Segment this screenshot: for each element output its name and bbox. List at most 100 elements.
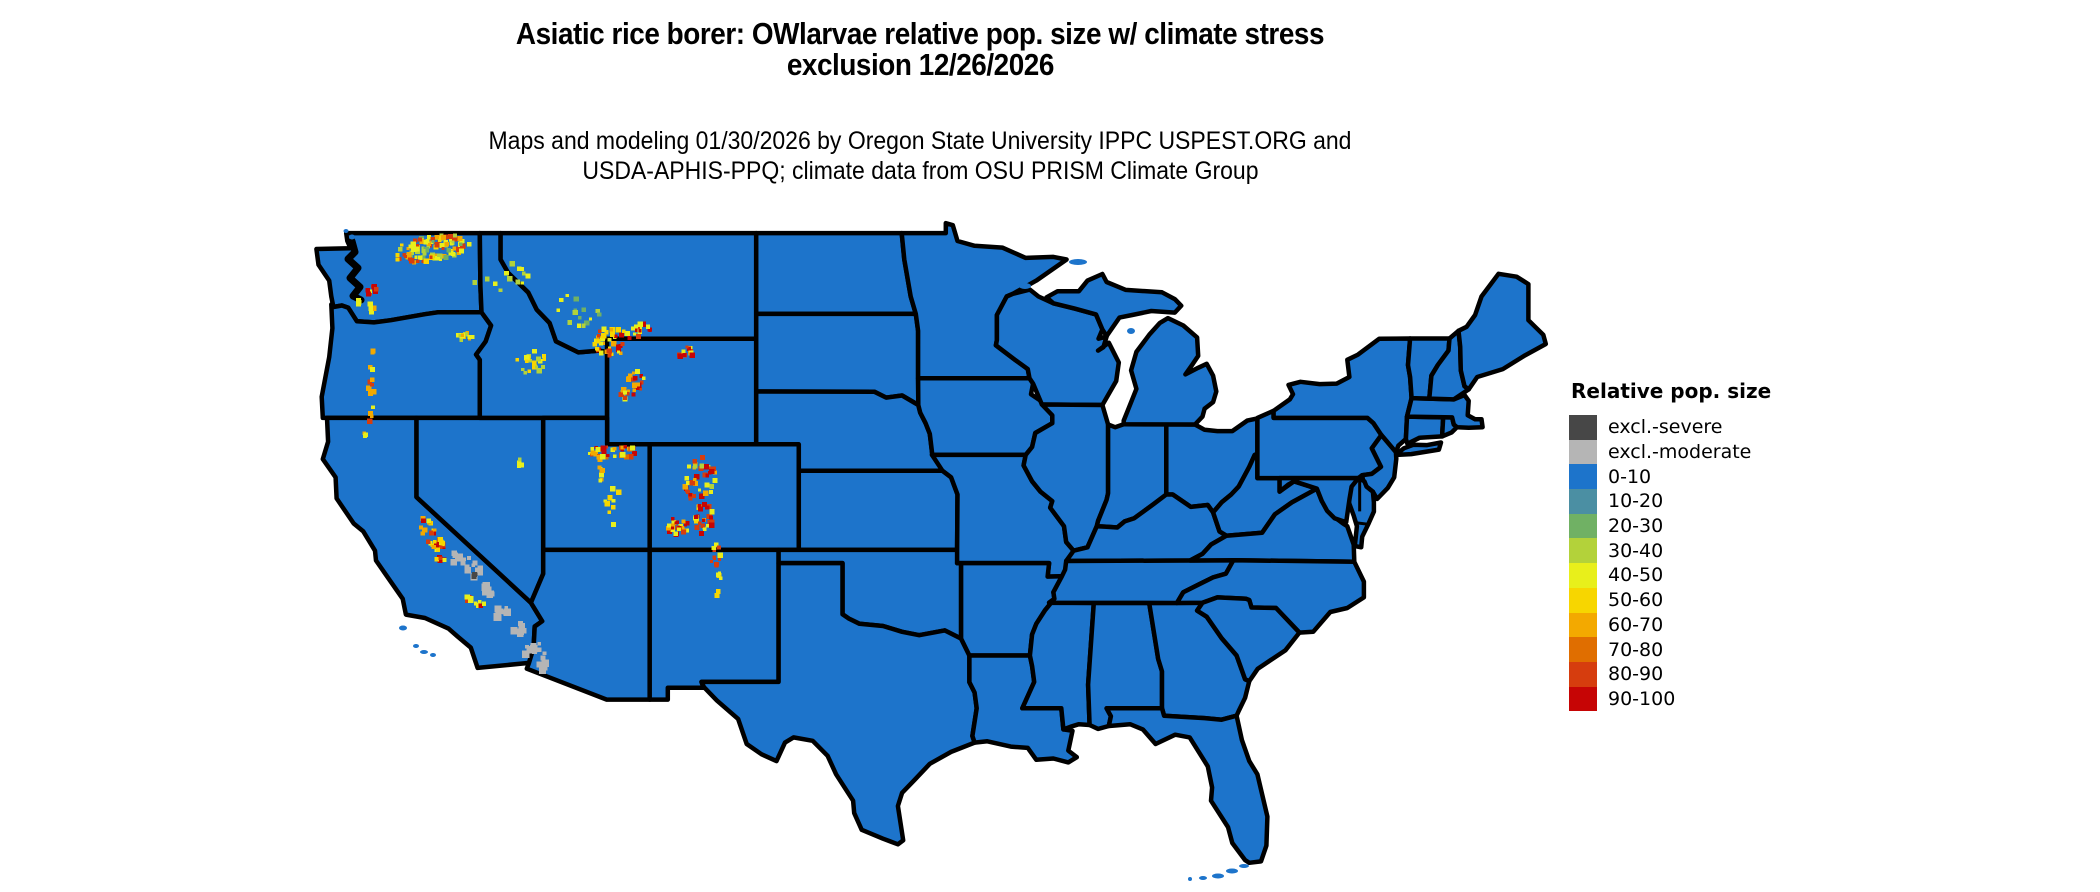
legend-swatch — [1569, 513, 1597, 539]
hotspot-sangre-de-cristo — [709, 542, 724, 568]
hotspot-san-gabriel — [464, 594, 474, 603]
legend-label: 40-50 — [1608, 564, 1664, 587]
map-subtitle-line2: USDA-APHIS-PPQ; climate data from OSU PR… — [581, 157, 1259, 185]
map-subtitle: Maps and modeling 01/30/2026 by Oregon S… — [0, 126, 1840, 186]
legend-item-excl-moderate: excl.-moderate — [1569, 439, 1771, 465]
legend: Relative pop. size excl.-severe excl.-mod… — [1569, 379, 1772, 712]
legend-label: excl.-moderate — [1608, 441, 1752, 464]
state-sc — [1194, 595, 1302, 684]
channel-island-4 — [430, 653, 436, 657]
hotspot-death-valley-excl — [450, 550, 463, 566]
legend-rows: excl.-severe excl.-moderate 0-10 10-20 20-30… — [1569, 415, 1771, 712]
legend-swatch — [1569, 538, 1597, 564]
legend-label: 70-80 — [1608, 638, 1664, 661]
state-pa — [1255, 408, 1384, 481]
internal-borders — [1355, 478, 1369, 526]
san-juan-islands-2 — [343, 229, 349, 233]
state-me — [1456, 271, 1549, 392]
state-nj — [1359, 432, 1399, 502]
hotspot-north-cascades-wa — [395, 233, 472, 265]
florida-keys-1 — [1239, 864, 1249, 868]
map-title-line1: Asiatic rice borer: OWlarvae relative po… — [515, 16, 1325, 51]
hotspot-san-juan-co — [665, 517, 690, 537]
hotspot-yellowstone — [592, 327, 632, 358]
hotspot-yuma-az-excl — [521, 642, 547, 661]
channel-island-3 — [420, 650, 428, 654]
state-az — [524, 547, 652, 702]
legend-label: excl.-severe — [1608, 416, 1723, 439]
legend-item-60-70: 60-70 — [1569, 612, 1771, 638]
state-tx — [699, 560, 979, 847]
hotspot-uinta — [588, 445, 637, 460]
channel-island-1 — [399, 625, 407, 631]
legend-label: 20-30 — [1608, 515, 1664, 538]
legend-swatch — [1569, 686, 1597, 712]
legend-swatch — [1569, 464, 1597, 490]
legend-swatch — [1569, 637, 1597, 662]
legend-swatch — [1569, 439, 1597, 465]
hotspot-oregon-cascades — [365, 348, 377, 424]
hotspot-wallowa-or — [455, 331, 475, 342]
state-nd — [753, 230, 919, 317]
legend-item-0-10: 0-10 — [1569, 464, 1771, 490]
hotspot-south-utah — [603, 486, 622, 527]
map-subtitle-line1: Maps and modeling 01/30/2026 by Oregon S… — [488, 127, 1352, 155]
state-or — [319, 302, 494, 421]
hotspot-mt-rainier — [365, 283, 379, 297]
state-md — [1277, 475, 1361, 525]
legend-item-80-90: 80-90 — [1569, 661, 1771, 687]
legend-swatch — [1569, 661, 1597, 687]
legend-label: 0-10 — [1608, 465, 1652, 488]
san-juan-islands-1 — [349, 234, 355, 240]
hotspot-mt-shasta — [362, 431, 369, 438]
hotspot-sw-az-excl — [536, 659, 549, 674]
map-title-line2: exclusion 12/26/2026 — [786, 47, 1054, 82]
hotspot-western-montana — [556, 293, 607, 332]
florida-keys-4 — [1199, 876, 1207, 880]
apostle-islands — [1019, 283, 1031, 289]
puget-sound-coastline — [344, 237, 365, 304]
legend-swatch — [1569, 612, 1597, 638]
lake-st-clair-delta — [1127, 328, 1135, 334]
florida-keys-2 — [1226, 868, 1238, 874]
hotspot-sawtooth-id — [515, 348, 547, 375]
hotspots-layer — [355, 233, 724, 674]
hotspot-death-valley-severe — [471, 572, 478, 579]
hotspot-beartooth — [630, 321, 652, 340]
hotspot-mt-st-helens — [355, 298, 362, 307]
hotspot-mojave-excl-2 — [481, 582, 495, 598]
hotspot-colorado-north — [682, 454, 718, 501]
isle-royale — [1069, 259, 1087, 265]
hotspot-bighorn — [677, 345, 695, 359]
legend-item-90-100: 90-100 — [1569, 686, 1771, 712]
legend-swatch — [1569, 489, 1597, 514]
legend-item-30-40: 30-40 — [1569, 538, 1771, 564]
legend-label: 10-20 — [1608, 490, 1664, 513]
state-fl — [1104, 706, 1270, 866]
legend-item-excl-severe: excl.-severe — [1569, 415, 1771, 440]
islands-layer — [343, 229, 1249, 881]
state-miup — [1044, 271, 1184, 339]
state-milp — [1121, 315, 1219, 427]
legend-label: 80-90 — [1608, 663, 1664, 686]
state-li — [1393, 440, 1444, 458]
hotspot-ruby-nv — [516, 457, 525, 468]
hotspot-wasatch — [596, 453, 606, 483]
hotspot-colorado-river-excl — [510, 620, 527, 637]
legend-swatch — [1569, 415, 1597, 440]
legend-label: 60-70 — [1608, 613, 1664, 636]
florida-keys-3 — [1212, 873, 1224, 879]
legend-item-20-30: 20-30 — [1569, 513, 1771, 539]
legend-item-40-50: 40-50 — [1569, 563, 1771, 588]
legend-swatch — [1569, 587, 1597, 613]
legend-label: 50-60 — [1608, 589, 1664, 612]
legend-label: 90-100 — [1608, 687, 1676, 710]
state-wi — [993, 287, 1122, 408]
map-title: Asiatic rice borer: OWlarvae relative po… — [0, 18, 1840, 80]
legend-item-50-60: 50-60 — [1569, 587, 1771, 613]
legend-item-70-80: 70-80 — [1569, 637, 1771, 662]
hotspot-wind-river — [618, 368, 646, 402]
legend-title: Relative pop. size — [1571, 379, 1772, 403]
